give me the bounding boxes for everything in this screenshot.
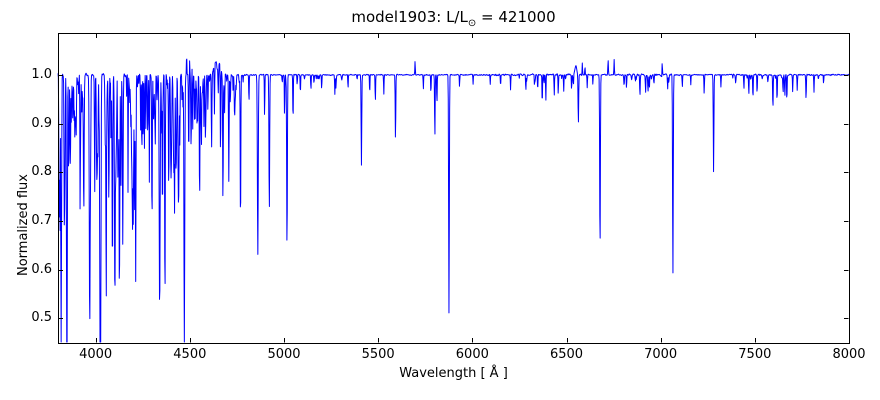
x-tick-label: 6000 [455,347,489,362]
x-tick-label: 5000 [267,347,301,362]
x-tick-label: 5500 [361,347,395,362]
axes-frame [58,33,850,344]
x-tick-label: 7500 [738,347,772,362]
sun-symbol: ⊙ [467,18,477,29]
x-axis-label: Wavelength [ Å ] [399,366,508,381]
x-tick-label: 4500 [173,347,207,362]
y-tick-label: 0.6 [31,261,52,277]
y-tick-label: 0.8 [31,164,52,180]
spectrum-trace [57,58,850,343]
x-tick-label: 6500 [549,347,584,362]
y-tick-label: 0.9 [31,115,52,131]
chart-title-value: = 421000 [476,8,556,26]
y-tick-label: 1.0 [31,66,52,82]
chart-title-text: model1903: L/L [351,8,468,26]
axis-ticks [58,33,850,343]
x-tick-label: 7000 [644,347,678,362]
x-tick-label: 8000 [832,347,866,362]
y-tick-label: 0.5 [31,310,52,326]
chart-title: model1903: L/L⊙ = 421000 [58,8,849,33]
x-tick-label: 4000 [79,347,113,362]
y-tick-label: 0.7 [31,212,52,228]
